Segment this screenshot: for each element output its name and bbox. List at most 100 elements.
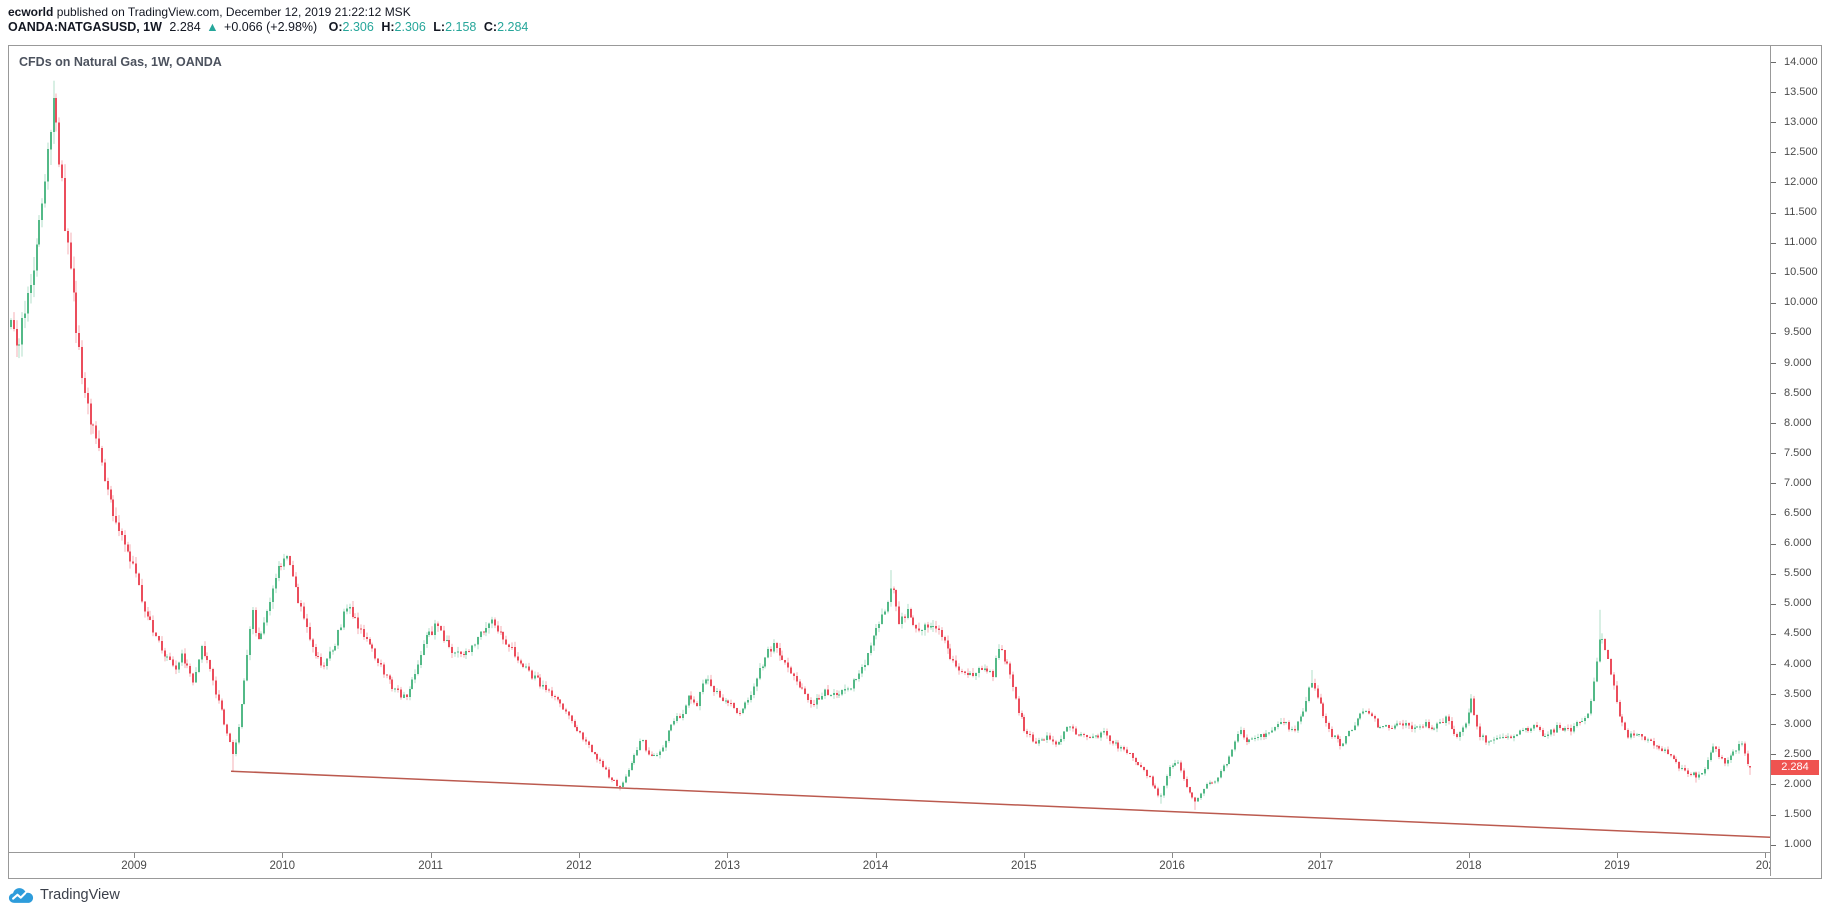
tradingview-logo-icon[interactable] (8, 887, 34, 904)
candle-wick (1581, 717, 1583, 723)
price-tick-mark (1771, 573, 1776, 575)
candle-body (1570, 728, 1572, 732)
candle-body (1234, 741, 1236, 750)
tradingview-brand[interactable]: TradingView (40, 887, 120, 903)
candle-body (474, 644, 476, 646)
candle-body (1320, 697, 1322, 704)
candle-body (1510, 736, 1512, 739)
candle-body (246, 655, 248, 681)
candle-body (397, 688, 399, 690)
candle-body (602, 761, 604, 768)
candle-body (127, 544, 129, 552)
candle-body (1015, 686, 1017, 699)
candle-wick (1567, 724, 1569, 731)
candle-body (1732, 751, 1734, 756)
low-value: 2.158 (445, 20, 477, 34)
candle-body (619, 785, 621, 788)
candle-body (594, 752, 596, 754)
candle-body (847, 688, 849, 690)
candle-body (354, 617, 356, 619)
year-tick-label: 202 (1755, 860, 1771, 872)
candle-body (1416, 726, 1418, 728)
candle-body (485, 628, 487, 633)
candle-body (64, 177, 66, 232)
candle-body (81, 346, 83, 378)
candle-body (73, 268, 75, 293)
candle-wick (1442, 718, 1444, 724)
candle-wick (890, 570, 892, 607)
candle-body (984, 668, 986, 670)
candle-body (152, 619, 154, 633)
candle-body (1072, 726, 1074, 729)
candle-body (1026, 730, 1028, 734)
candle-wick (18, 338, 20, 359)
candle-body (816, 697, 818, 705)
candle-body (443, 630, 445, 641)
candle-body (793, 673, 795, 677)
candle-body (1314, 682, 1316, 689)
price-tick-mark (1771, 302, 1776, 304)
candle-body (107, 480, 109, 490)
candle-wick (1311, 670, 1313, 688)
price-tick-mark (1771, 754, 1776, 756)
candle-body (1135, 757, 1137, 763)
trendline[interactable] (230, 770, 1770, 839)
candle-body (725, 700, 727, 702)
candle-body (1248, 739, 1250, 742)
candle-body (1274, 727, 1276, 731)
candle-body (1513, 735, 1515, 739)
candle-body (1664, 749, 1666, 751)
candle-body (756, 678, 758, 687)
candle-body (434, 623, 436, 635)
candle-wick (1416, 725, 1418, 728)
candle-body (195, 671, 197, 683)
price-tick-label: 9.000 (1784, 356, 1812, 369)
candle-body (428, 631, 430, 636)
candle-body (53, 98, 55, 132)
candle-body (252, 610, 254, 629)
price-tick-label: 4.000 (1784, 657, 1812, 670)
price-tick-mark (1771, 92, 1776, 94)
price-axis[interactable]: 2.284 14.000 13.500 13.000 12.500 12.000 11.5… (1771, 46, 1819, 853)
candle-body (1519, 730, 1521, 735)
candle-bodies (10, 98, 1751, 802)
candle-body (659, 751, 661, 756)
candle-body (426, 635, 428, 644)
candlestick-svg (10, 80, 1770, 839)
candle-body (383, 664, 385, 675)
candle-body (895, 590, 897, 607)
candle-wick (394, 687, 396, 693)
candle-body (491, 619, 493, 624)
price-tick-mark (1771, 453, 1776, 455)
candle-body (1023, 716, 1025, 731)
candle-wick (1260, 734, 1262, 741)
candle-wick (332, 649, 334, 655)
candle-body (1328, 723, 1330, 730)
candle-body (1223, 765, 1225, 772)
candle-body (101, 447, 103, 463)
candle-body (92, 424, 94, 426)
candle-body (1727, 760, 1729, 764)
candle-body (927, 624, 929, 628)
candle-wick (1670, 754, 1672, 758)
candle-body (582, 732, 584, 740)
candle-wick (1283, 717, 1285, 726)
close-label: C: (483, 20, 498, 34)
candle-wick (483, 631, 485, 636)
candle-body (1690, 774, 1692, 776)
candle-body (1325, 715, 1327, 724)
candle-body (1123, 746, 1125, 750)
price-tick-mark (1771, 272, 1776, 274)
candle-wick (500, 626, 502, 635)
chart-plot-area[interactable]: CFDs on Natural Gas, 1W, OANDA (9, 46, 1771, 853)
candle-body (625, 776, 627, 783)
high-label: H: (381, 20, 395, 34)
candle-body (1305, 701, 1307, 712)
candle-body (13, 320, 15, 329)
candle-body (221, 700, 223, 710)
candle-body (1741, 743, 1743, 745)
candle-body (850, 688, 852, 690)
candle-body (679, 716, 681, 719)
candle-body (460, 651, 462, 654)
time-axis[interactable]: 2009 2010 2011 2012 2013 2014 2015 2016 2017 2018… (9, 853, 1771, 876)
